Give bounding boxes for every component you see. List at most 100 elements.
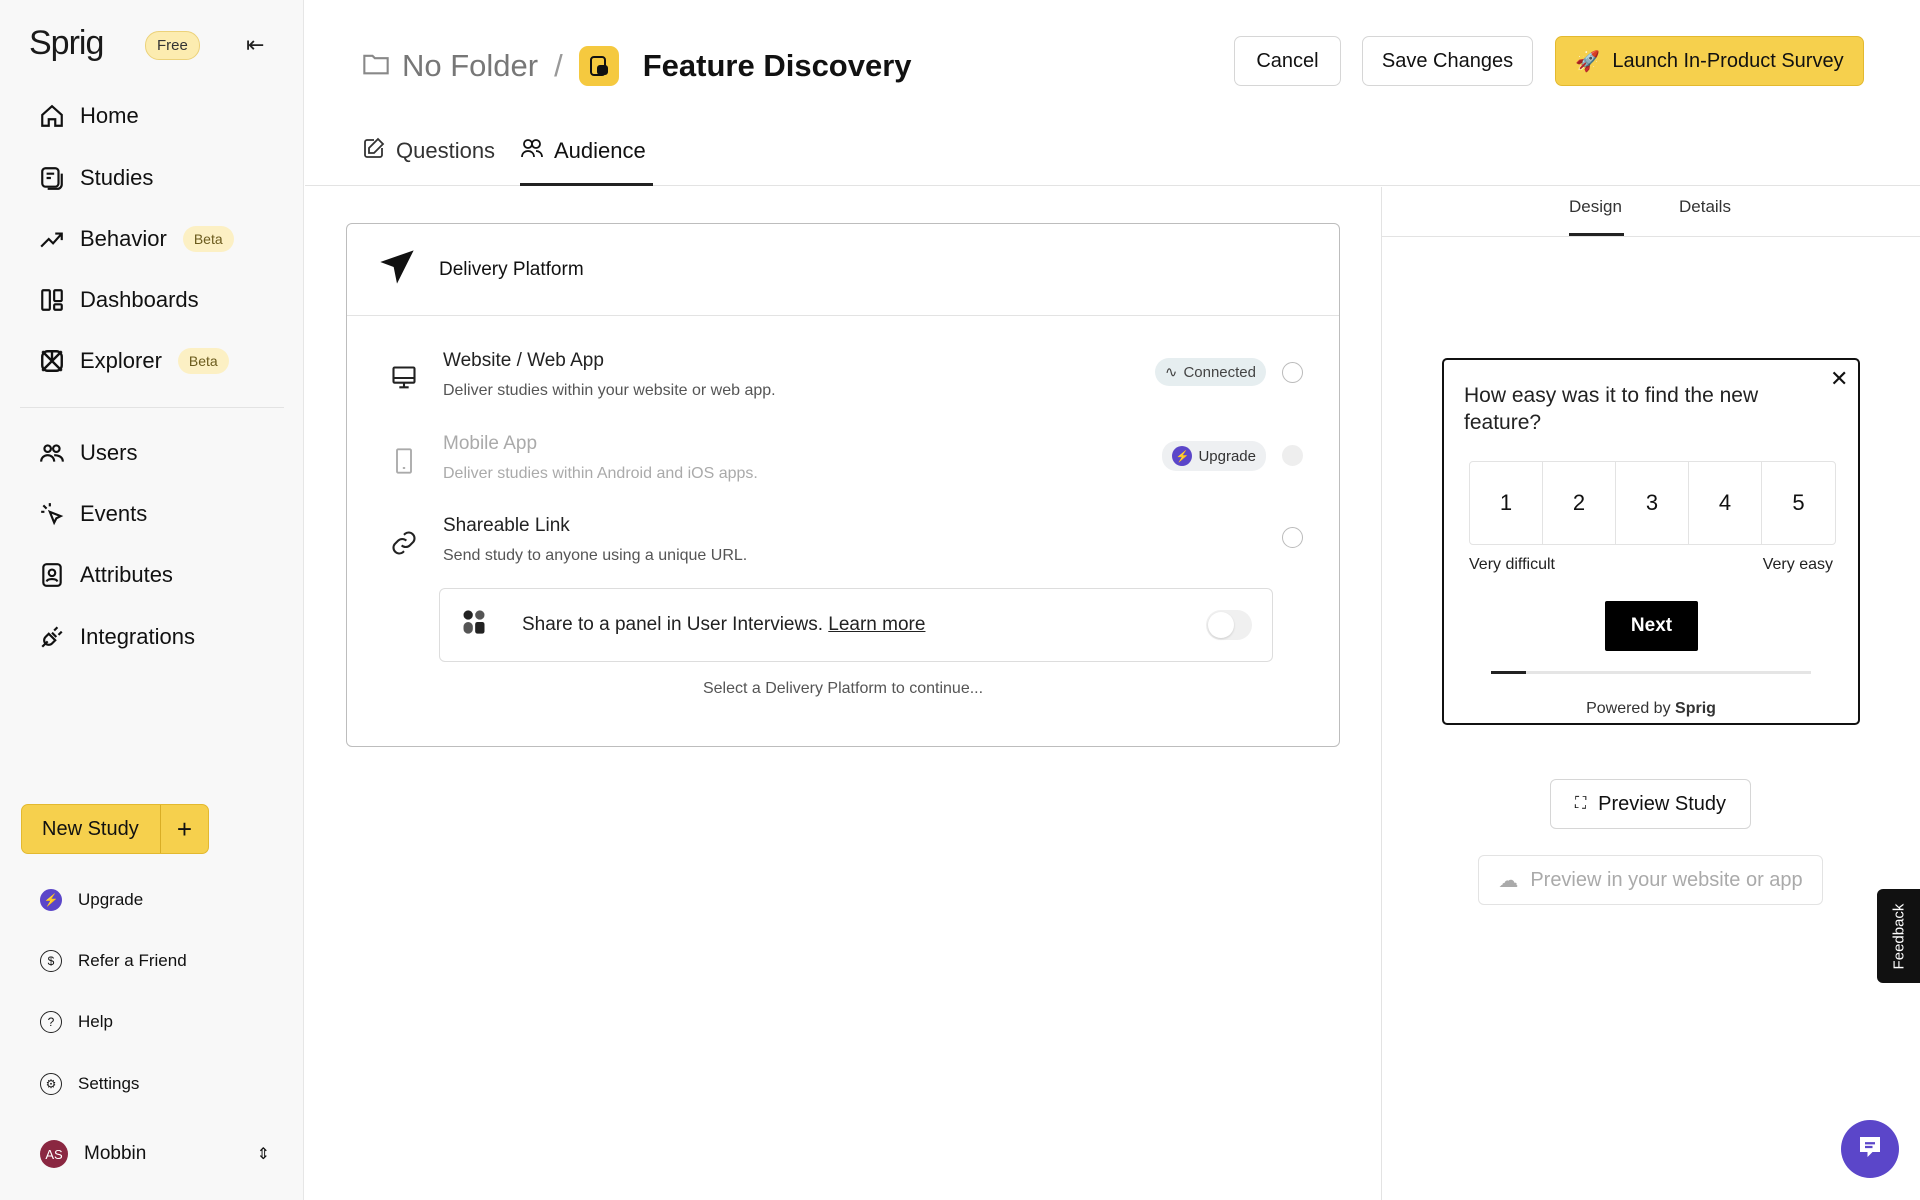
bolt-icon: ⚡	[1172, 446, 1193, 466]
tab-details[interactable]: Details	[1679, 197, 1731, 216]
upgrade-badge[interactable]: ⚡ Upgrade	[1162, 441, 1266, 471]
cancel-button[interactable]: Cancel	[1234, 36, 1341, 86]
page-title[interactable]: Feature Discovery	[642, 48, 912, 83]
panel-toggle[interactable]	[1206, 610, 1252, 640]
panel-text: Share to a panel in User Interviews.	[522, 614, 823, 635]
new-study-plus-button[interactable]: +	[160, 805, 208, 853]
events-icon	[38, 500, 66, 528]
rating-option[interactable]: 5	[1792, 490, 1805, 515]
explorer-icon	[38, 347, 66, 375]
breadcrumb: No Folder / Feature Discovery	[362, 46, 912, 86]
badge-label: Upgrade	[1198, 447, 1256, 465]
sidebar-item-attributes[interactable]: Attributes	[38, 561, 173, 589]
preview-study-label: Preview Study	[1598, 792, 1727, 815]
rating-option[interactable]: 3	[1616, 462, 1689, 544]
chat-icon	[1855, 1132, 1885, 1167]
nav-label: Studies	[80, 165, 154, 190]
settings-label: Settings	[78, 1074, 140, 1093]
website-radio[interactable]	[1282, 362, 1303, 383]
option-title: Website / Web App	[443, 350, 604, 371]
user-interviews-icon	[460, 608, 488, 642]
tab-audience[interactable]: Audience	[520, 136, 646, 166]
survey-question: How easy was it to find the new feature?	[1464, 384, 1759, 434]
plan-badge: Free	[145, 31, 200, 60]
option-desc: Send study to anyone using a unique URL.	[443, 547, 748, 564]
rating-option[interactable]: 4	[1689, 462, 1762, 544]
account-switcher[interactable]: AS Mobbin ⇕	[40, 1140, 270, 1168]
option-shareable-link[interactable]: Shareable Link Send study to anyone using…	[383, 515, 1303, 565]
chat-button[interactable]	[1841, 1120, 1899, 1178]
sidebar-settings[interactable]: ⚙ Settings	[40, 1073, 139, 1095]
nav-label: Integrations	[80, 624, 195, 649]
dollar-icon: $	[40, 950, 62, 972]
active-tab-underline	[520, 183, 653, 186]
learn-more-link[interactable]: Learn more	[828, 614, 926, 635]
header: No Folder / Feature Discovery Cancel Sav…	[305, 0, 1920, 186]
gear-icon: ⚙	[40, 1073, 62, 1095]
feedback-tab[interactable]: Feedback	[1877, 889, 1920, 983]
powered-by: Powered by Sprig	[1444, 700, 1858, 718]
avatar: AS	[40, 1140, 68, 1168]
launch-survey-button[interactable]: 🚀 Launch In-Product Survey	[1555, 36, 1864, 86]
sidebar-upgrade[interactable]: ⚡ Upgrade	[40, 889, 143, 911]
send-icon	[377, 247, 417, 293]
collapse-sidebar-icon[interactable]: ⇤	[246, 32, 265, 57]
new-study-button[interactable]: New Study +	[21, 804, 209, 854]
rating-option[interactable]: 2	[1543, 462, 1616, 544]
sidebar-refer[interactable]: $ Refer a Friend	[40, 950, 187, 972]
nav-label: Dashboards	[80, 287, 199, 312]
option-mobile: Mobile App Deliver studies within Android…	[383, 433, 1303, 483]
new-study-label[interactable]: New Study	[42, 817, 139, 840]
refer-label: Refer a Friend	[78, 951, 187, 970]
rating-option[interactable]: 1	[1470, 462, 1543, 544]
shareable-link-radio[interactable]	[1282, 527, 1303, 548]
connected-badge: ∿ Connected	[1154, 358, 1266, 386]
launch-label: Launch In-Product Survey	[1612, 49, 1844, 72]
tab-questions[interactable]: Questions	[362, 136, 495, 166]
breadcrumb-separator: /	[554, 48, 563, 83]
panel-divider	[1381, 187, 1382, 1200]
sidebar-item-events[interactable]: Events	[38, 500, 147, 528]
survey-preview-widget: How easy was it to find the new feature?…	[1442, 358, 1860, 725]
hint-text: Select a Delivery Platform to continue..…	[702, 680, 984, 697]
sprig-logo[interactable]: Sprig	[29, 24, 104, 62]
studies-icon	[38, 164, 66, 192]
sidebar-divider	[20, 407, 284, 408]
home-icon	[38, 102, 66, 130]
save-changes-button[interactable]: Save Changes	[1362, 36, 1533, 86]
tab-design[interactable]: Design	[1569, 197, 1622, 216]
beta-badge: Beta	[177, 348, 229, 374]
delivery-platform-card: Delivery Platform Website / Web App Deliv…	[346, 223, 1340, 747]
preview-website-button[interactable]: ☁ Preview in your website or app	[1478, 855, 1823, 905]
upgrade-label: Upgrade	[78, 890, 144, 909]
progress-bar	[1491, 671, 1811, 674]
users-icon	[520, 136, 544, 166]
rocket-icon: 🚀	[1575, 50, 1601, 73]
sidebar-item-dashboards[interactable]: Dashboards	[38, 286, 199, 314]
nav-label: Home	[80, 103, 139, 128]
survey-icon	[578, 46, 619, 86]
sidebar: Sprig Free ⇤ Home Studies Behavior Beta D…	[0, 0, 304, 1200]
trend-icon	[38, 225, 66, 253]
next-button[interactable]: Next	[1605, 601, 1698, 651]
close-icon[interactable]: ✕	[1830, 366, 1849, 391]
monitor-icon	[383, 350, 425, 400]
sidebar-item-integrations[interactable]: Integrations	[38, 623, 195, 651]
cloud-icon: ☁	[1498, 869, 1519, 892]
sidebar-item-behavior[interactable]: Behavior Beta	[38, 225, 234, 253]
sidebar-item-explorer[interactable]: Explorer Beta	[38, 347, 229, 375]
help-label: Help	[78, 1012, 113, 1031]
badge-label: Connected	[1183, 363, 1256, 381]
preview-study-button[interactable]: ⛶ Preview Study	[1550, 779, 1751, 829]
powered-by-label: Powered by	[1586, 700, 1671, 717]
folder-icon	[362, 48, 390, 84]
sidebar-item-home[interactable]: Home	[38, 102, 139, 130]
nav-label: Events	[80, 501, 148, 526]
folder-link[interactable]: No Folder	[402, 48, 539, 83]
sidebar-item-users[interactable]: Users	[38, 439, 137, 467]
link-icon	[383, 515, 425, 565]
sidebar-item-studies[interactable]: Studies	[38, 164, 153, 192]
sidebar-help[interactable]: ? Help	[40, 1011, 113, 1033]
option-website[interactable]: Website / Web App Deliver studies within …	[383, 350, 1303, 400]
card-title: Delivery Platform	[439, 258, 584, 280]
